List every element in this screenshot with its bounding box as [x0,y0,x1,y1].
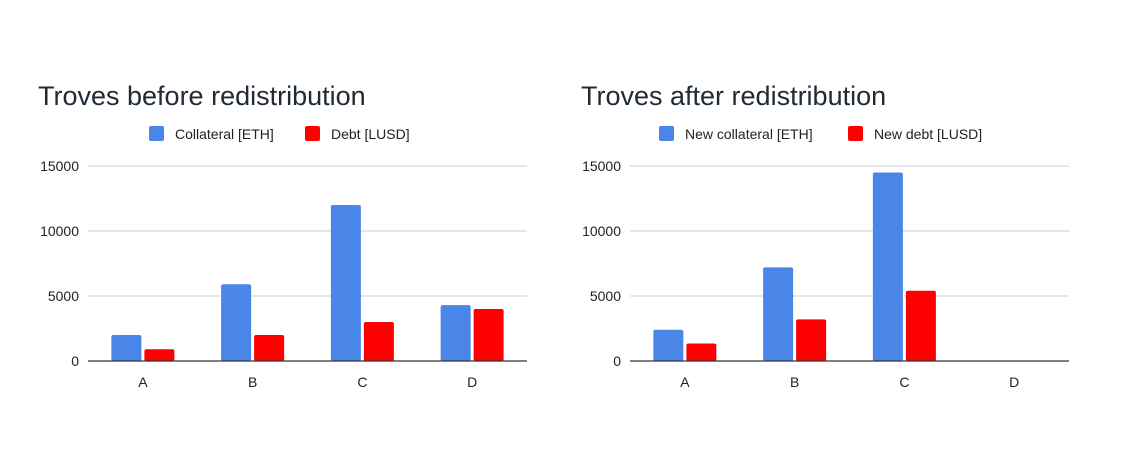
chart-title: Troves before redistribution [38,81,366,111]
legend-label-collateral: Collateral [ETH] [175,126,274,142]
legend-label-debt: Debt [LUSD] [331,126,410,142]
bar-C-series-1 [905,290,936,361]
y-tick-label: 15000 [582,158,621,174]
bar-A-series-1 [144,349,175,361]
y-tick-label: 0 [613,353,621,369]
bar-A-series-0 [653,329,684,361]
y-tick-label: 5000 [590,288,621,304]
bar-D-series-0 [440,305,471,361]
bar-B-series-0 [763,267,794,361]
plot-area: 0 5000 10000 15000 A B C D [40,158,527,390]
chart-title: Troves after redistribution [581,81,886,111]
y-tick-label: 15000 [40,158,79,174]
y-tick-label: 10000 [40,223,79,239]
y-tick-label: 0 [71,353,79,369]
chart-after-redistribution: Troves after redistribution New collater… [581,81,1069,390]
x-tick-label: A [138,374,148,390]
legend-label-new-collateral: New collateral [ETH] [685,126,813,142]
bar-A-series-1 [686,343,717,361]
legend-swatch-new-collateral [659,126,674,141]
legend-swatch-new-debt [848,126,863,141]
x-tick-label: B [790,374,799,390]
legend-swatch-collateral [149,126,164,141]
legend: New collateral [ETH] New debt [LUSD] [659,126,982,142]
x-tick-label: C [899,374,909,390]
bar-D-series-1 [473,309,504,361]
legend-swatch-debt [305,126,320,141]
legend-label-new-debt: New debt [LUSD] [874,126,982,142]
bar-B-series-1 [254,335,285,361]
bar-B-series-1 [796,319,827,361]
bar-C-series-0 [872,172,903,361]
y-tick-label: 5000 [48,288,79,304]
chart-before-redistribution: Troves before redistribution Collateral … [38,81,527,390]
bar-C-series-0 [330,205,361,361]
plot-area: 0 5000 10000 15000 A B C D [582,158,1069,390]
bar-C-series-1 [363,322,394,361]
x-tick-label: C [357,374,367,390]
bar-B-series-0 [221,284,252,361]
bar-A-series-0 [111,335,142,361]
x-tick-label: A [680,374,690,390]
legend: Collateral [ETH] Debt [LUSD] [149,126,410,142]
x-tick-label: D [467,374,477,390]
x-tick-label: B [248,374,257,390]
x-tick-label: D [1009,374,1019,390]
y-tick-label: 10000 [582,223,621,239]
